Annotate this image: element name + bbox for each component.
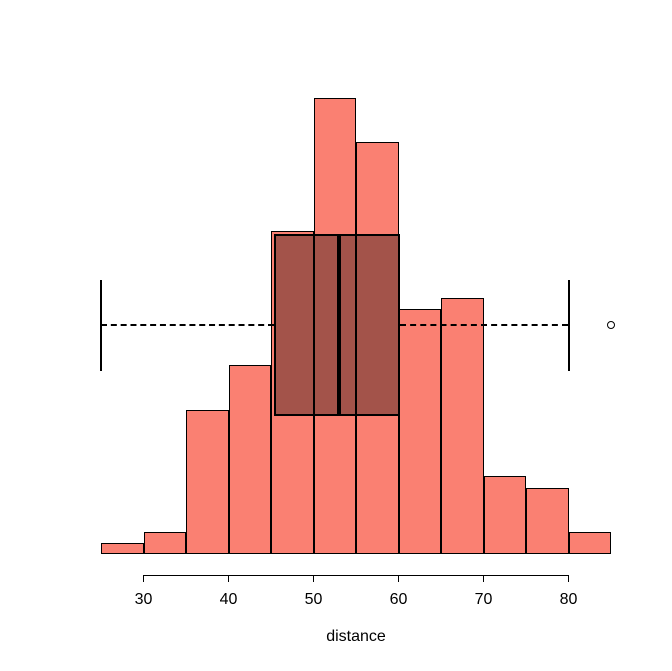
whisker-line-left xyxy=(101,324,275,326)
x-axis-tick-label: 70 xyxy=(474,591,493,608)
whisker-cap-left xyxy=(100,279,102,371)
x-axis-tick xyxy=(567,574,570,582)
x-axis-tick-label: 40 xyxy=(219,591,238,608)
histogram-bar xyxy=(398,309,441,555)
histogram-bar xyxy=(186,409,229,555)
x-axis-tick xyxy=(227,574,230,582)
histogram-bar xyxy=(228,365,271,555)
x-axis-title: distance xyxy=(326,628,386,645)
x-axis-tick-label: 30 xyxy=(134,591,153,608)
outlier-point xyxy=(607,321,615,329)
x-axis-tick-label: 60 xyxy=(389,591,408,608)
median-line xyxy=(337,234,341,416)
x-axis-tick xyxy=(312,574,315,582)
x-axis-tick-label: 80 xyxy=(559,591,578,608)
histogram-bar xyxy=(313,97,356,555)
histogram-bar xyxy=(526,487,569,555)
histogram-bar xyxy=(101,543,144,555)
histogram-bar xyxy=(441,298,484,555)
histogram-bar xyxy=(356,142,399,555)
x-axis-tick xyxy=(142,574,145,582)
x-axis-tick xyxy=(397,574,400,582)
x-axis-tick-label: 50 xyxy=(304,591,323,608)
histogram-bar xyxy=(143,532,186,555)
whisker-line-right xyxy=(400,324,569,326)
x-axis-tick xyxy=(482,574,485,582)
histogram-bar xyxy=(483,476,526,555)
histogram-bar xyxy=(271,231,314,555)
x-axis-line xyxy=(143,574,569,577)
whisker-cap-right xyxy=(567,279,570,371)
histogram-bar xyxy=(568,532,611,555)
